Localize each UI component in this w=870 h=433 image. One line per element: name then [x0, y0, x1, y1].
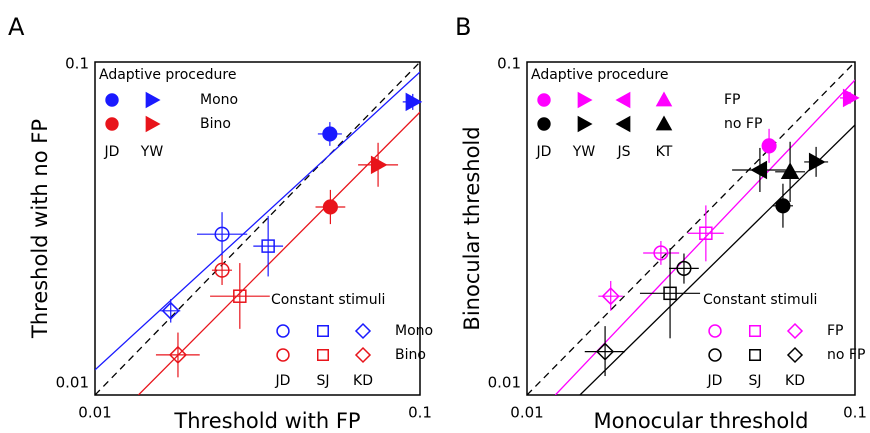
fit-line — [95, 62, 420, 395]
data-point — [161, 301, 180, 320]
x-tick-label: 0.1 — [843, 404, 867, 422]
y-tick-label: 0.1 — [65, 55, 89, 73]
legend-marker — [577, 115, 593, 133]
data-point — [322, 126, 338, 142]
legend-subject: YW — [140, 144, 164, 160]
legend-label: Mono — [200, 92, 238, 108]
data-point — [233, 289, 247, 303]
legend-marker — [577, 91, 593, 109]
legend-title: Adaptive procedure — [99, 67, 236, 83]
legend-subject: JS — [616, 144, 630, 160]
x-tick-label: 0.1 — [408, 404, 432, 422]
legend-marker — [276, 348, 290, 362]
legend-marker — [708, 324, 722, 338]
data-point — [761, 138, 777, 154]
data-point — [168, 345, 188, 364]
data-point — [699, 226, 713, 241]
data-point — [676, 260, 692, 276]
legend-subject: JD — [707, 373, 723, 389]
legend-marker — [708, 348, 722, 362]
legend-marker — [537, 117, 551, 131]
panel-label: A — [8, 13, 25, 41]
x-axis-label: Monocular threshold — [594, 409, 809, 433]
data-point — [261, 239, 275, 253]
legend-subject: KT — [656, 144, 673, 160]
legend-label: Bino — [395, 347, 426, 363]
legend-marker — [105, 93, 119, 107]
legend-marker — [354, 346, 372, 364]
panel-label: B — [455, 13, 471, 41]
legend-subject: SJ — [748, 373, 761, 389]
data-point — [663, 286, 677, 301]
fit-line — [95, 71, 420, 371]
x-tick-label: 0.01 — [78, 404, 111, 422]
legend-label: FP — [827, 323, 844, 339]
legend-label: Mono — [395, 323, 433, 339]
legend-subject: JD — [104, 144, 120, 160]
legend-marker — [615, 91, 631, 109]
fit-line — [527, 62, 855, 395]
data-point — [601, 287, 620, 306]
data-point — [405, 92, 423, 112]
y-axis-label: Threshold with no FP — [28, 119, 52, 339]
legend-subject: JD — [275, 373, 291, 389]
legend-marker — [786, 346, 804, 364]
x-tick-label: 0.01 — [510, 404, 543, 422]
legend-label: Bino — [200, 116, 231, 132]
plot-frame — [526, 61, 856, 396]
legend-subject: KD — [785, 373, 805, 389]
data-point — [750, 160, 768, 180]
data-point — [596, 342, 615, 361]
legend-subject: SJ — [316, 373, 329, 389]
data-point — [322, 199, 338, 215]
y-axis-label: Binocular threshold — [460, 126, 484, 330]
data-point — [653, 245, 669, 261]
legend-marker — [145, 115, 161, 133]
data-point — [214, 226, 230, 242]
plot-frame — [94, 61, 421, 396]
legend-marker — [317, 349, 329, 361]
legend-label: no FP — [724, 116, 762, 132]
legend-marker — [786, 322, 804, 340]
legend-label: no FP — [827, 347, 865, 363]
legend-subject: JD — [536, 144, 552, 160]
legend-title: Constant stimuli — [703, 292, 817, 308]
legend-marker — [276, 324, 290, 338]
legend-subject: KD — [353, 373, 373, 389]
legend-marker — [317, 325, 329, 337]
legend-title: Constant stimuli — [271, 292, 385, 308]
data-point — [775, 198, 791, 214]
legend-label: FP — [724, 92, 741, 108]
legend-marker — [537, 93, 551, 107]
legend-marker — [615, 115, 631, 133]
legend-marker — [655, 91, 673, 107]
data-point — [808, 152, 826, 172]
legend-marker — [655, 115, 673, 131]
legend-marker — [105, 117, 119, 131]
legend-subject: YW — [572, 144, 596, 160]
legend-title: Adaptive procedure — [531, 67, 668, 83]
legend-marker — [749, 325, 761, 337]
legend-marker — [145, 91, 161, 109]
y-tick-label: 0.1 — [497, 55, 521, 73]
legend-marker — [749, 349, 761, 361]
x-axis-label: Threshold with FP — [173, 409, 360, 433]
y-tick-label: 0.01 — [56, 374, 89, 392]
data-point — [842, 88, 860, 108]
y-tick-label: 0.01 — [488, 374, 521, 392]
legend-marker — [354, 322, 372, 340]
data-point — [370, 155, 388, 175]
data-point — [780, 162, 800, 179]
data-point — [214, 262, 230, 278]
